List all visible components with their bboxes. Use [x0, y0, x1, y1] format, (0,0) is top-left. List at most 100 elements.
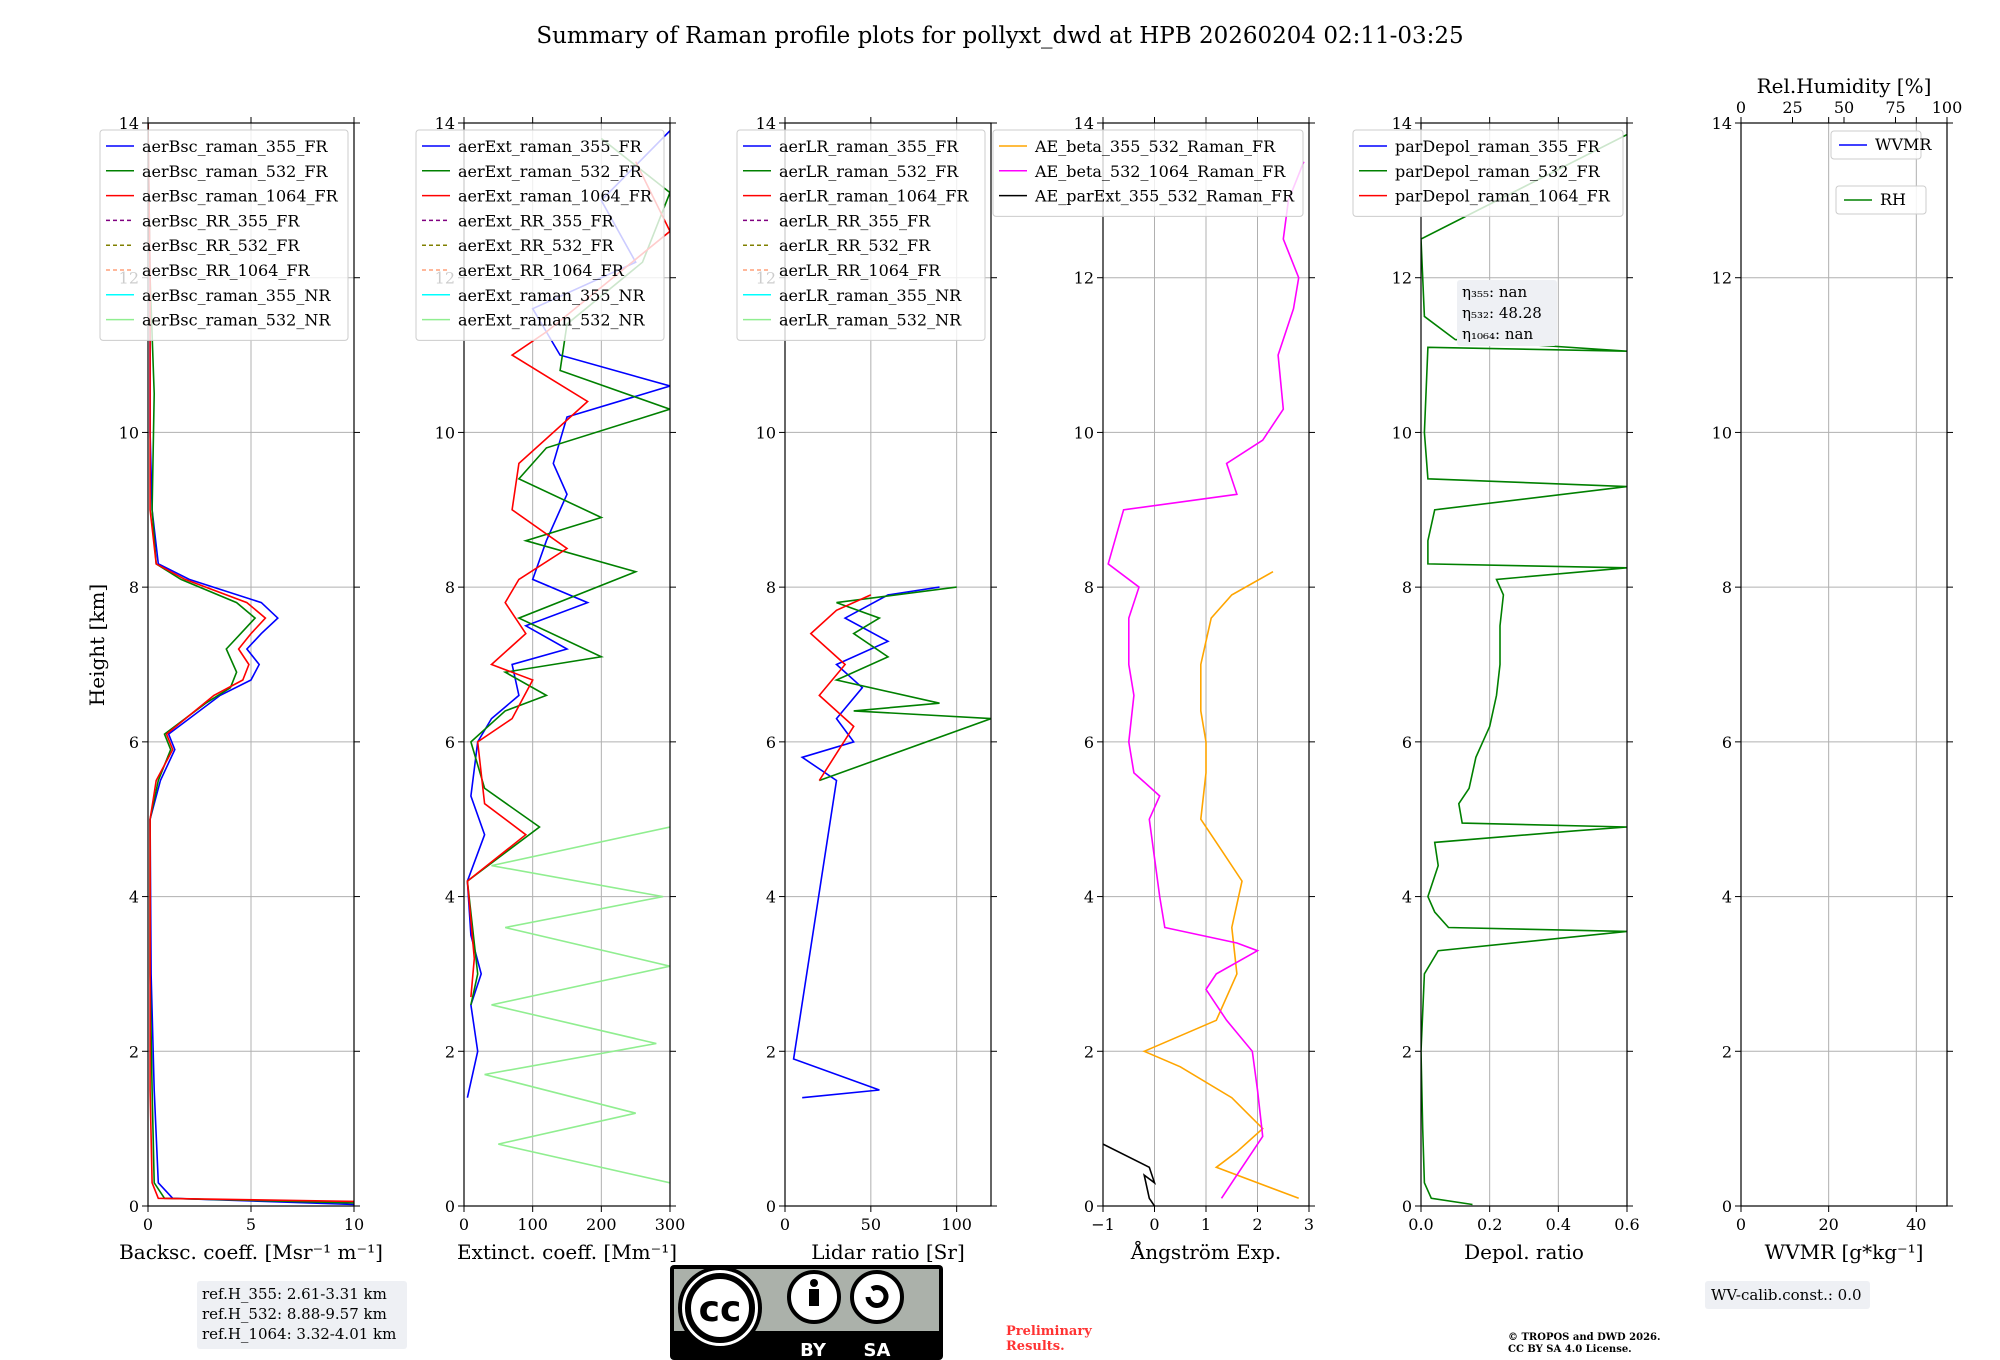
series-group [466, 130, 670, 1184]
series-line-parDepol_raman_532_FR [1421, 133, 1627, 1206]
copyright-line-2: CC BY SA 4.0 License. [1508, 1344, 1632, 1355]
legend-label: aerExt_raman_532_FR [458, 162, 643, 181]
cc-by-sa-logo: cc BY SA [670, 1265, 943, 1360]
x-tick-label: 5 [246, 1215, 256, 1234]
y-tick-label: 0 [1722, 1197, 1732, 1216]
x-axis-label: WVMR [g*kg⁻¹] [1765, 1240, 1924, 1264]
y-tick-label: 8 [1402, 578, 1412, 597]
legend-label: aerBsc_raman_355_NR [142, 286, 331, 305]
legend-label: parDepol_raman_1064_FR [1395, 187, 1611, 206]
y-tick-label: 4 [1722, 888, 1732, 907]
x-tick-label: 40 [1906, 1215, 1926, 1234]
y-tick-label: 10 [756, 423, 776, 442]
y-tick-label: 12 [1392, 269, 1412, 288]
series-line-aerBsc_raman_355_FR [148, 123, 354, 1206]
x-tick-label: 200 [586, 1215, 617, 1234]
reference-height-box: ref.H_355: 2.61-3.31 km ref.H_532: 8.88-… [197, 1281, 407, 1349]
panel-extinction: 024681012140100200300Extinct. coeff. [Mm… [415, 114, 685, 1264]
legend-box [415, 129, 665, 341]
y-tick-label: 14 [1392, 114, 1412, 133]
y-tick-label: 2 [1402, 1042, 1412, 1061]
series-line-AE_beta_532_1064_Raman_FR [1107, 161, 1305, 1199]
legend-label: aerBsc_RR_355_FR [142, 211, 300, 230]
legend-label: aerLR_RR_532_FR [779, 236, 931, 255]
x-axis-label: Lidar ratio [Sr] [811, 1240, 965, 1264]
ref-height-532: ref.H_532: 8.88-9.57 km [202, 1305, 387, 1323]
y-tick-label: 8 [1722, 578, 1732, 597]
series-line-aerLR_raman_355_FR [792, 586, 940, 1099]
legend: WVMR RH [1830, 130, 1932, 215]
top-axis-label: Rel.Humidity [%] [1757, 74, 1932, 98]
top-tick-label: 0 [1736, 98, 1746, 117]
legend-label: aerLR_RR_355_FR [779, 211, 931, 230]
legend-label: aerLR_raman_355_FR [779, 137, 959, 156]
y-tick-label: 0 [1402, 1197, 1412, 1216]
x-tick-label: 3 [1304, 1215, 1314, 1234]
y-tick-label: 14 [1712, 114, 1732, 133]
eta-box [1457, 280, 1557, 346]
series-line-AE_beta_355_532_Raman_FR [1142, 571, 1299, 1200]
y-tick-label: 14 [756, 114, 776, 133]
legend-box [992, 129, 1304, 217]
eta-value: η₅₃₂: 48.28 [1462, 304, 1542, 322]
x-axis-label: Extinct. coeff. [Mm⁻¹] [457, 1240, 677, 1264]
y-tick-label: 0 [129, 1197, 139, 1216]
legend-box [1830, 130, 1922, 160]
legend-box [1835, 185, 1927, 215]
legend-label: aerLR_raman_532_NR [779, 311, 962, 330]
axes-frame [784, 122, 992, 1207]
x-tick-label: 0.6 [1614, 1215, 1639, 1234]
legend-label: aerLR_raman_355_NR [779, 286, 962, 305]
legend-label: aerExt_raman_1064_FR [458, 187, 653, 206]
y-tick-label: 4 [445, 888, 455, 907]
y-tick-label: 0 [445, 1197, 455, 1216]
x-tick-label: 0 [780, 1215, 790, 1234]
legend: parDepol_raman_355_FR parDepol_raman_532_… [1352, 129, 1624, 217]
y-tick-label: 10 [435, 423, 455, 442]
y-tick-label: 0 [766, 1197, 776, 1216]
copyright-line-1: © TROPOS and DWD 2026. [1508, 1332, 1660, 1343]
y-tick-label: 6 [445, 733, 455, 752]
series-line-aerBsc_raman_1064_FR [148, 123, 354, 1203]
preliminary-text-1: Preliminary [1006, 1324, 1092, 1339]
y-tick-label: 2 [129, 1042, 139, 1061]
axes-frame [1420, 122, 1628, 1207]
y-tick-label: 6 [1722, 733, 1732, 752]
x-tick-label: 0 [1149, 1215, 1159, 1234]
y-tick-label: 0 [1084, 1197, 1094, 1216]
top-tick-label: 75 [1885, 98, 1905, 117]
series-line-aerBsc_raman_532_FR [148, 123, 354, 1204]
series-line-AE_parExt_355_532_Raman_FR [1103, 1143, 1157, 1206]
y-tick-label: 6 [129, 733, 139, 752]
svg-text:cc: cc [699, 1289, 742, 1330]
legend: aerLR_raman_355_FR aerLR_raman_532_FR aerL… [736, 129, 986, 341]
legend-box [1352, 129, 1624, 217]
figure-title: Summary of Raman profile plots for polly… [536, 23, 1463, 49]
series-line-aerExt_raman_355_FR [466, 130, 670, 1098]
legend-label: aerLR_RR_1064_FR [779, 261, 941, 280]
y-tick-label: 6 [1402, 733, 1412, 752]
legend-label: parDepol_raman_355_FR [1395, 137, 1601, 156]
top-tick-label: 50 [1834, 98, 1854, 117]
series-group [1103, 161, 1305, 1206]
legend-label: aerBsc_raman_532_FR [142, 162, 328, 181]
panel-depolarization: 0 2 4 6 8 10 12 14 0.0 0.2 0.4 0.6 Depol. ratio parDe… [1352, 114, 1640, 1264]
legend-label: AE_beta_355_532_Raman_FR [1034, 137, 1276, 156]
legend-label: aerExt_RR_1064_FR [458, 261, 625, 280]
eta-value: η₁₀₆₄: nan [1462, 325, 1533, 343]
legend-label: AE_parExt_355_532_Raman_FR [1034, 187, 1295, 206]
y-tick-label: 4 [766, 888, 776, 907]
x-tick-label: −1 [1091, 1215, 1115, 1234]
x-tick-label: 10 [344, 1215, 364, 1234]
legend-label: AE_beta_532_1064_Raman_FR [1034, 162, 1286, 181]
legend-label: aerExt_raman_355_FR [458, 137, 643, 156]
legend-label: aerLR_raman_1064_FR [779, 187, 969, 206]
x-tick-label: 50 [861, 1215, 881, 1234]
axes-frame [463, 122, 671, 1207]
y-tick-label: 8 [1084, 578, 1094, 597]
y-tick-label: 2 [1084, 1042, 1094, 1061]
y-tick-label: 2 [1722, 1042, 1732, 1061]
eta-value: η₃₅₅: nan [1462, 283, 1527, 301]
